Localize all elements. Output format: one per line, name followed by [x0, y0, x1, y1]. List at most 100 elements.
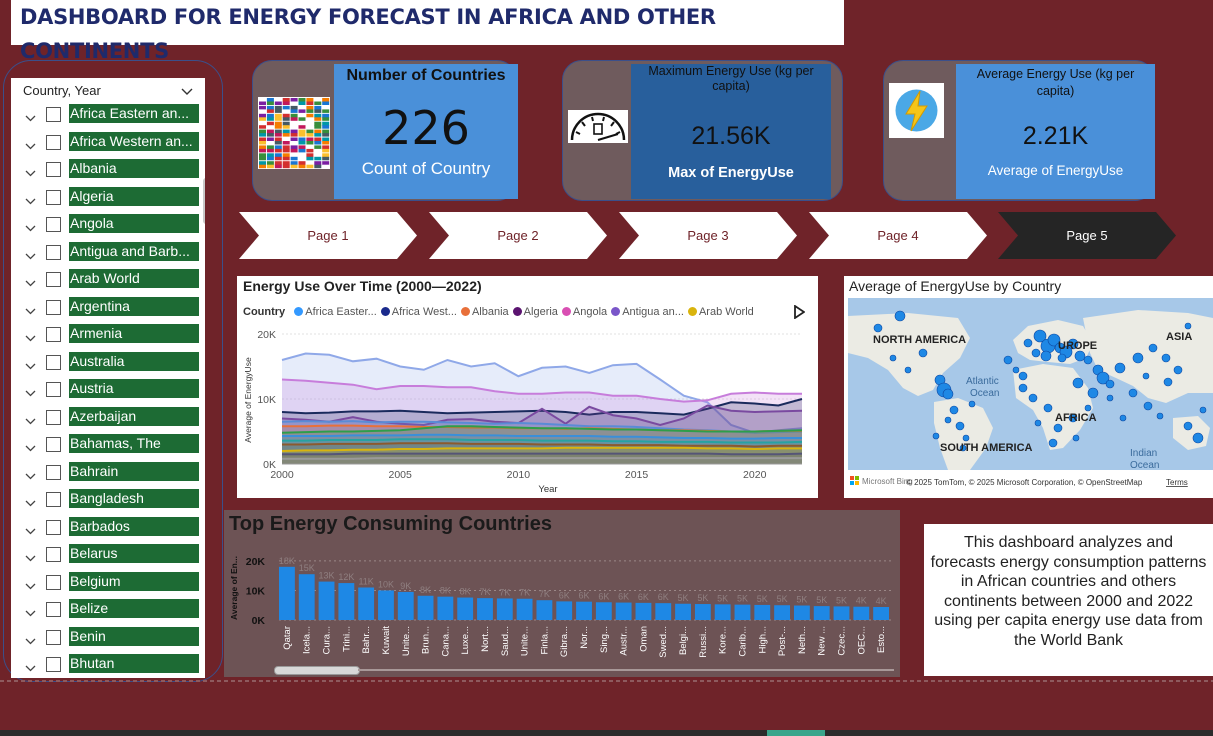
legend-item[interactable]: Africa West... — [380, 306, 457, 318]
map-bubble[interactable] — [1096, 371, 1110, 385]
slicer-item[interactable]: Africa Western an... — [11, 131, 205, 160]
slicer-item[interactable]: Belarus — [11, 544, 205, 572]
bar[interactable] — [595, 602, 612, 620]
chevron-down-icon[interactable] — [25, 247, 36, 265]
map-bubble[interactable] — [932, 432, 940, 440]
map-bubble[interactable] — [1053, 423, 1063, 433]
slicer-item[interactable]: Africa Eastern an... — [11, 104, 205, 132]
bar-chart-scrollbar[interactable] — [274, 666, 360, 675]
bar[interactable] — [536, 600, 553, 620]
bar[interactable] — [556, 601, 573, 620]
bar[interactable] — [576, 601, 592, 620]
slicer-item[interactable]: Barbados — [11, 516, 205, 545]
series-line[interactable] — [281, 352, 803, 434]
checkbox[interactable] — [46, 107, 61, 122]
slicer-scrollbar[interactable] — [203, 178, 205, 224]
checkbox[interactable] — [46, 519, 61, 535]
map-bubble[interactable] — [1148, 343, 1158, 353]
map-bubble[interactable] — [1023, 338, 1033, 348]
map-bubble[interactable] — [1003, 355, 1013, 365]
series-line[interactable] — [281, 378, 802, 403]
legend-item[interactable]: Angola — [561, 306, 607, 318]
map-bubble[interactable] — [1192, 432, 1204, 444]
checkbox[interactable] — [46, 354, 61, 370]
series-line[interactable] — [282, 452, 803, 456]
map-bubble[interactable] — [873, 323, 883, 333]
map-bubble[interactable] — [1034, 419, 1042, 427]
series-line[interactable] — [282, 438, 803, 444]
map-bubble[interactable] — [1033, 329, 1047, 343]
checkbox[interactable] — [46, 134, 61, 150]
chevron-down-icon[interactable] — [25, 412, 36, 430]
map-bubble[interactable] — [1173, 365, 1183, 375]
map-bubble[interactable] — [1143, 401, 1153, 411]
bar[interactable] — [358, 587, 375, 621]
chevron-down-icon[interactable] — [181, 83, 193, 101]
map-terms-link[interactable]: Terms — [1166, 478, 1188, 487]
bar[interactable] — [279, 566, 295, 620]
slicer-item[interactable]: Albania — [11, 159, 205, 187]
slicer-item[interactable]: Argentina — [11, 296, 205, 325]
map-bubble[interactable] — [944, 416, 952, 424]
bar[interactable] — [615, 602, 632, 620]
chevron-down-icon[interactable] — [25, 467, 36, 485]
bar[interactable] — [437, 596, 454, 620]
checkbox[interactable] — [46, 162, 61, 177]
bar[interactable] — [417, 595, 434, 620]
map-bubble[interactable] — [1183, 421, 1193, 431]
legend-next-icon[interactable] — [794, 304, 806, 324]
bar[interactable] — [793, 605, 810, 620]
bar[interactable] — [457, 597, 474, 620]
map-bubble[interactable] — [1072, 377, 1084, 389]
chevron-down-icon[interactable] — [25, 659, 36, 677]
map-bubble[interactable] — [1072, 434, 1080, 442]
map-bubble[interactable] — [1161, 353, 1171, 363]
top-consumers-chart[interactable]: Top Energy Consuming Countries 20K 10K 0K A… — [224, 510, 900, 677]
checkbox[interactable] — [46, 217, 61, 232]
energy-over-time-chart[interactable]: Energy Use Over Time (2000—2022) Country… — [237, 276, 818, 498]
chevron-down-icon[interactable] — [25, 219, 36, 237]
map-bubble[interactable] — [1114, 362, 1126, 374]
checkbox[interactable] — [46, 382, 61, 397]
chevron-down-icon[interactable] — [25, 632, 36, 650]
bar[interactable] — [338, 583, 355, 620]
bar[interactable] — [853, 606, 870, 620]
map-bubble[interactable] — [1012, 366, 1020, 374]
series-line[interactable] — [282, 442, 802, 448]
slicer-item[interactable]: Bangladesh — [11, 489, 205, 517]
checkbox[interactable] — [46, 464, 61, 480]
slicer-item[interactable]: Antigua and Barb... — [11, 241, 205, 270]
map-bubble[interactable] — [1142, 372, 1150, 380]
page-3-button[interactable]: Page 3 — [619, 212, 797, 259]
bar[interactable] — [318, 581, 335, 620]
series-line[interactable] — [282, 457, 802, 460]
checkbox[interactable] — [46, 657, 61, 672]
checkbox[interactable] — [46, 409, 61, 425]
slicer-item[interactable]: Belize — [11, 599, 205, 627]
country-year-slicer[interactable]: Country, Year Africa Eastern an... Africa… — [11, 78, 205, 678]
map-bubble[interactable] — [1028, 393, 1038, 403]
checkbox[interactable] — [46, 189, 61, 205]
bar[interactable] — [378, 590, 394, 620]
slicer-item[interactable]: Belgium — [11, 571, 205, 600]
bar[interactable] — [754, 604, 771, 620]
map-bubble[interactable] — [1199, 406, 1207, 414]
checkbox[interactable] — [46, 602, 61, 617]
map-bubble[interactable] — [1074, 350, 1086, 362]
bar[interactable] — [873, 607, 890, 620]
chevron-down-icon[interactable] — [25, 137, 36, 155]
map-bubble[interactable] — [942, 388, 954, 400]
chevron-down-icon[interactable] — [25, 577, 36, 595]
map-bubble[interactable] — [894, 310, 906, 322]
checkbox[interactable] — [46, 244, 61, 260]
bar[interactable] — [833, 606, 850, 620]
legend-item[interactable]: Arab World — [687, 306, 754, 318]
footer-active-tab[interactable] — [767, 730, 825, 736]
chevron-down-icon[interactable] — [25, 192, 36, 210]
bar[interactable] — [496, 598, 513, 620]
checkbox[interactable] — [46, 299, 61, 315]
chevron-down-icon[interactable] — [25, 384, 36, 402]
slicer-item[interactable]: Austria — [11, 379, 205, 407]
slicer-item[interactable]: Algeria — [11, 186, 205, 215]
slicer-item[interactable]: Angola — [11, 214, 205, 242]
